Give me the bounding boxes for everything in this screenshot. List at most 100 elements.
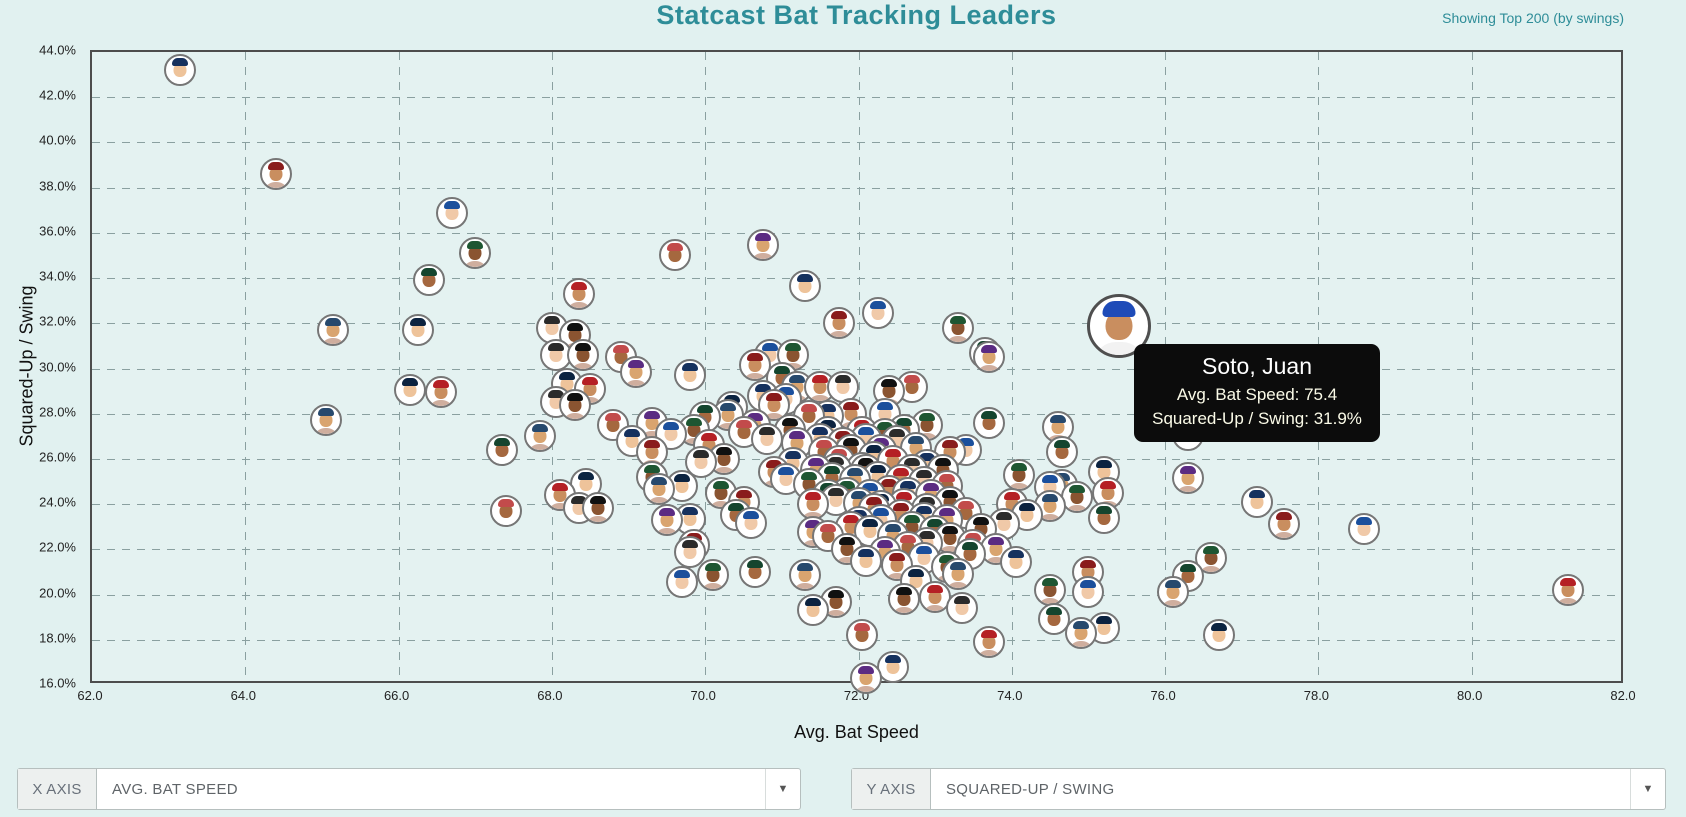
player-face xyxy=(721,407,735,422)
player-point[interactable] xyxy=(750,422,783,455)
x-axis-select[interactable]: AVG. BAT SPEED xyxy=(112,780,238,798)
player-point[interactable] xyxy=(1045,436,1078,469)
player-point[interactable] xyxy=(673,359,706,392)
player-point[interactable] xyxy=(643,473,676,506)
player-point[interactable] xyxy=(850,662,883,695)
y-tick-label: 20.0% xyxy=(39,585,76,601)
chevron-down-icon[interactable]: ▼ xyxy=(765,769,800,809)
player-cap xyxy=(900,535,917,544)
player-cap xyxy=(681,506,698,515)
player-face xyxy=(982,350,996,365)
player-jersey xyxy=(946,582,971,589)
player-point[interactable] xyxy=(620,355,653,388)
player-cap xyxy=(1068,485,1085,494)
player-point[interactable] xyxy=(739,555,772,588)
player-point[interactable] xyxy=(696,559,729,592)
player-point[interactable] xyxy=(562,277,595,310)
player-jersey xyxy=(949,616,974,623)
player-face xyxy=(806,497,819,512)
player-point[interactable] xyxy=(566,338,599,371)
player-point[interactable] xyxy=(436,196,469,229)
player-point[interactable] xyxy=(1267,508,1300,541)
player-point[interactable] xyxy=(1551,574,1584,607)
player-point[interactable] xyxy=(945,592,978,625)
player-jersey xyxy=(1245,509,1270,516)
player-point[interactable] xyxy=(309,404,342,437)
player-point[interactable] xyxy=(1037,603,1070,636)
player-point[interactable] xyxy=(539,338,572,371)
player-point[interactable] xyxy=(888,583,921,616)
player-point[interactable] xyxy=(394,373,427,406)
player-point[interactable] xyxy=(673,535,706,568)
player-cap xyxy=(927,584,944,593)
player-point[interactable] xyxy=(424,376,457,409)
player-cap xyxy=(777,387,794,396)
player-point[interactable] xyxy=(739,349,772,382)
player-point[interactable] xyxy=(486,433,519,466)
player-cap xyxy=(754,383,771,392)
player-face xyxy=(790,436,804,451)
player-point[interactable] xyxy=(999,545,1032,578)
player-point[interactable] xyxy=(401,314,434,347)
player-point[interactable] xyxy=(934,436,967,469)
player-point[interactable] xyxy=(1087,501,1120,534)
player-face xyxy=(756,238,770,253)
player-point[interactable] xyxy=(164,54,197,87)
player-point[interactable] xyxy=(1348,513,1381,545)
player-point[interactable] xyxy=(896,370,929,403)
player-point[interactable] xyxy=(524,420,557,453)
player-point[interactable] xyxy=(1072,576,1105,609)
player-point[interactable] xyxy=(972,406,1005,439)
y-tick-label: 30.0% xyxy=(39,359,76,374)
player-point[interactable] xyxy=(1003,458,1036,491)
player-face xyxy=(963,546,977,561)
player-point[interactable] xyxy=(1064,617,1097,649)
player-point[interactable] xyxy=(459,237,492,270)
player-point[interactable] xyxy=(259,158,292,191)
player-cap xyxy=(697,405,714,414)
player-jersey xyxy=(662,263,687,270)
player-point[interactable] xyxy=(827,370,860,403)
player-jersey xyxy=(850,643,875,650)
player-face xyxy=(1051,420,1065,435)
player-point[interactable] xyxy=(861,297,894,330)
player-point[interactable] xyxy=(850,544,883,577)
player-point[interactable] xyxy=(972,626,1005,659)
player-point[interactable] xyxy=(972,341,1005,374)
player-point[interactable] xyxy=(1241,485,1274,518)
player-point[interactable] xyxy=(942,311,975,344)
player-point[interactable] xyxy=(650,503,683,536)
player-point[interactable] xyxy=(413,264,446,297)
player-point[interactable] xyxy=(1034,574,1067,607)
player-point[interactable] xyxy=(788,269,821,302)
player-point[interactable] xyxy=(788,559,821,592)
player-point[interactable] xyxy=(919,580,952,613)
player-point[interactable] xyxy=(796,488,829,521)
player-cap xyxy=(674,570,691,579)
player-point[interactable] xyxy=(1156,576,1189,609)
player-point[interactable] xyxy=(746,229,779,262)
player-point[interactable] xyxy=(942,558,975,591)
player-jersey xyxy=(428,400,453,407)
player-cap xyxy=(865,496,882,505)
player-point[interactable] xyxy=(581,491,614,524)
player-point[interactable] xyxy=(1202,619,1235,652)
player-face xyxy=(982,415,996,430)
chevron-down-icon[interactable]: ▼ xyxy=(1630,769,1665,809)
player-point[interactable] xyxy=(558,388,591,421)
player-point[interactable] xyxy=(796,594,829,627)
player-point[interactable] xyxy=(1172,462,1205,495)
player-point[interactable] xyxy=(489,494,522,527)
player-point[interactable] xyxy=(658,239,691,272)
player-point[interactable] xyxy=(846,619,879,652)
y-axis-select[interactable]: SQUARED-UP / SWING xyxy=(946,780,1115,798)
player-jersey xyxy=(1064,505,1089,512)
player-face xyxy=(645,415,659,430)
player-point[interactable] xyxy=(685,446,718,479)
player-point[interactable] xyxy=(735,507,768,540)
player-point[interactable] xyxy=(666,566,699,599)
player-point[interactable] xyxy=(543,479,576,512)
player-point[interactable] xyxy=(317,314,350,347)
player-point[interactable] xyxy=(823,307,856,340)
player-cap xyxy=(858,426,875,435)
